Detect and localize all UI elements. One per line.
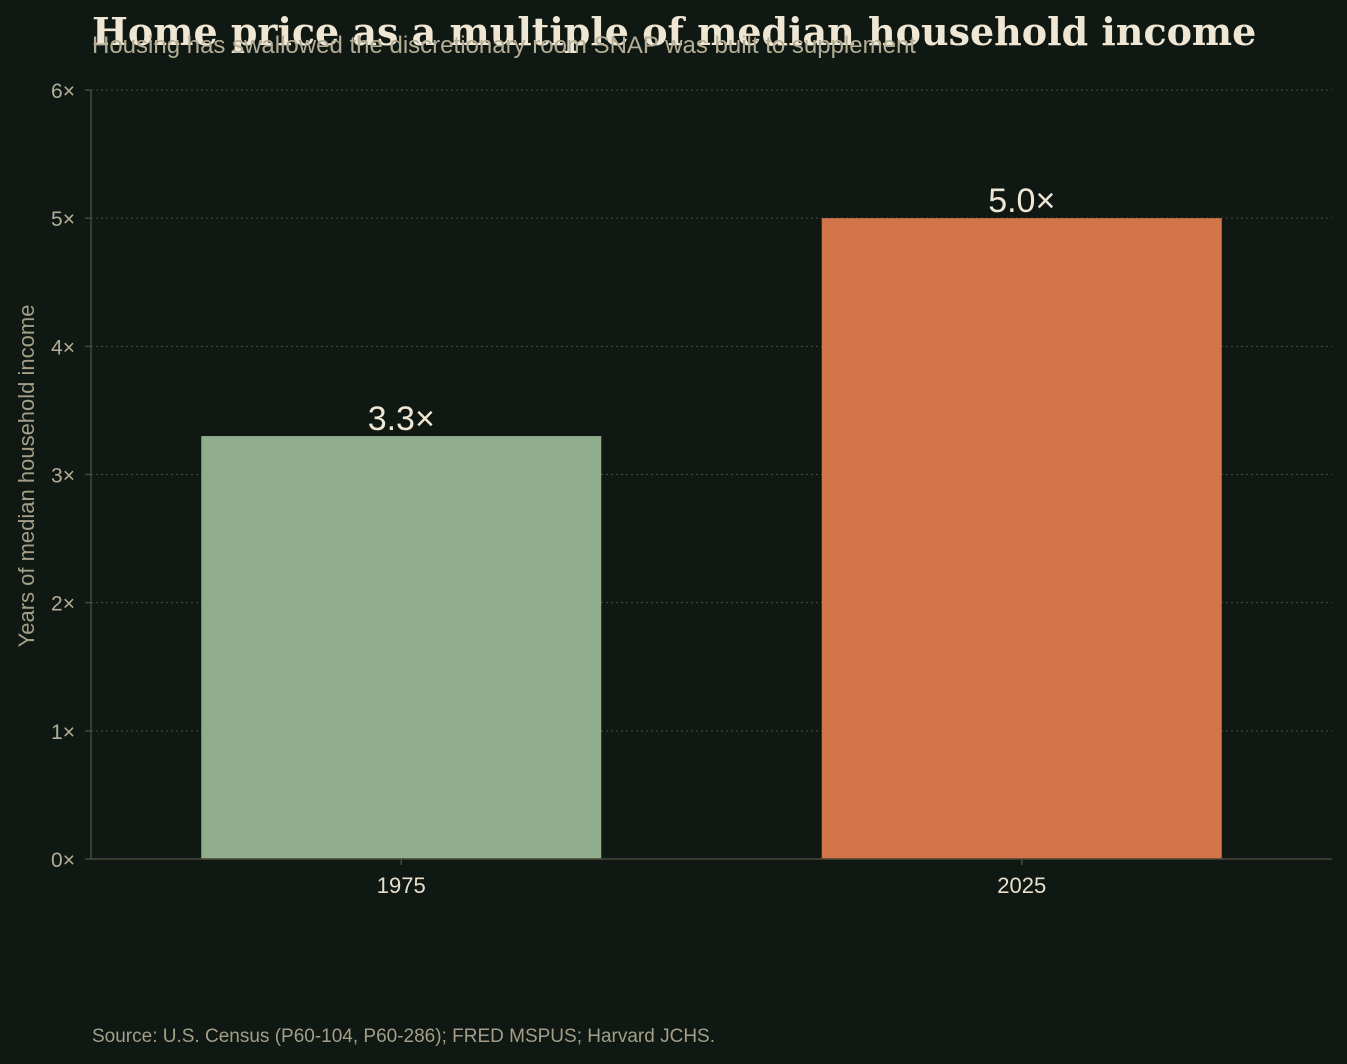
value-label: 5.0× <box>988 182 1055 220</box>
x-tick-label: 2025 <box>997 873 1046 898</box>
labels: 0× 1× 2× 3× 4× 5× 6× 1975 3.3× 2025 5.0× <box>51 80 1055 898</box>
axes <box>85 89 1332 865</box>
y-tick-label: 2× <box>51 593 75 616</box>
y-tick-label: 1× <box>51 721 75 744</box>
source-note: Source: U.S. Census (P60-104, P60-286); … <box>92 1026 716 1047</box>
chart-subtitle: Housing has swallowed the discretionary … <box>92 32 916 59</box>
y-tick-label: 4× <box>51 336 75 359</box>
bar-2025 <box>821 218 1222 859</box>
y-axis-label: Years of median household income <box>14 305 39 648</box>
bar-1975 <box>201 436 602 859</box>
y-tick-label: 6× <box>51 80 75 103</box>
y-tick-label: 3× <box>51 465 75 488</box>
chart-title: Home price as a multiple of median house… <box>92 9 1257 54</box>
x-tick-label: 1975 <box>377 873 426 898</box>
value-label: 3.3× <box>368 400 435 438</box>
y-tick-label: 0× <box>51 849 75 872</box>
bars <box>201 218 1222 859</box>
y-tick-label: 5× <box>51 208 75 231</box>
